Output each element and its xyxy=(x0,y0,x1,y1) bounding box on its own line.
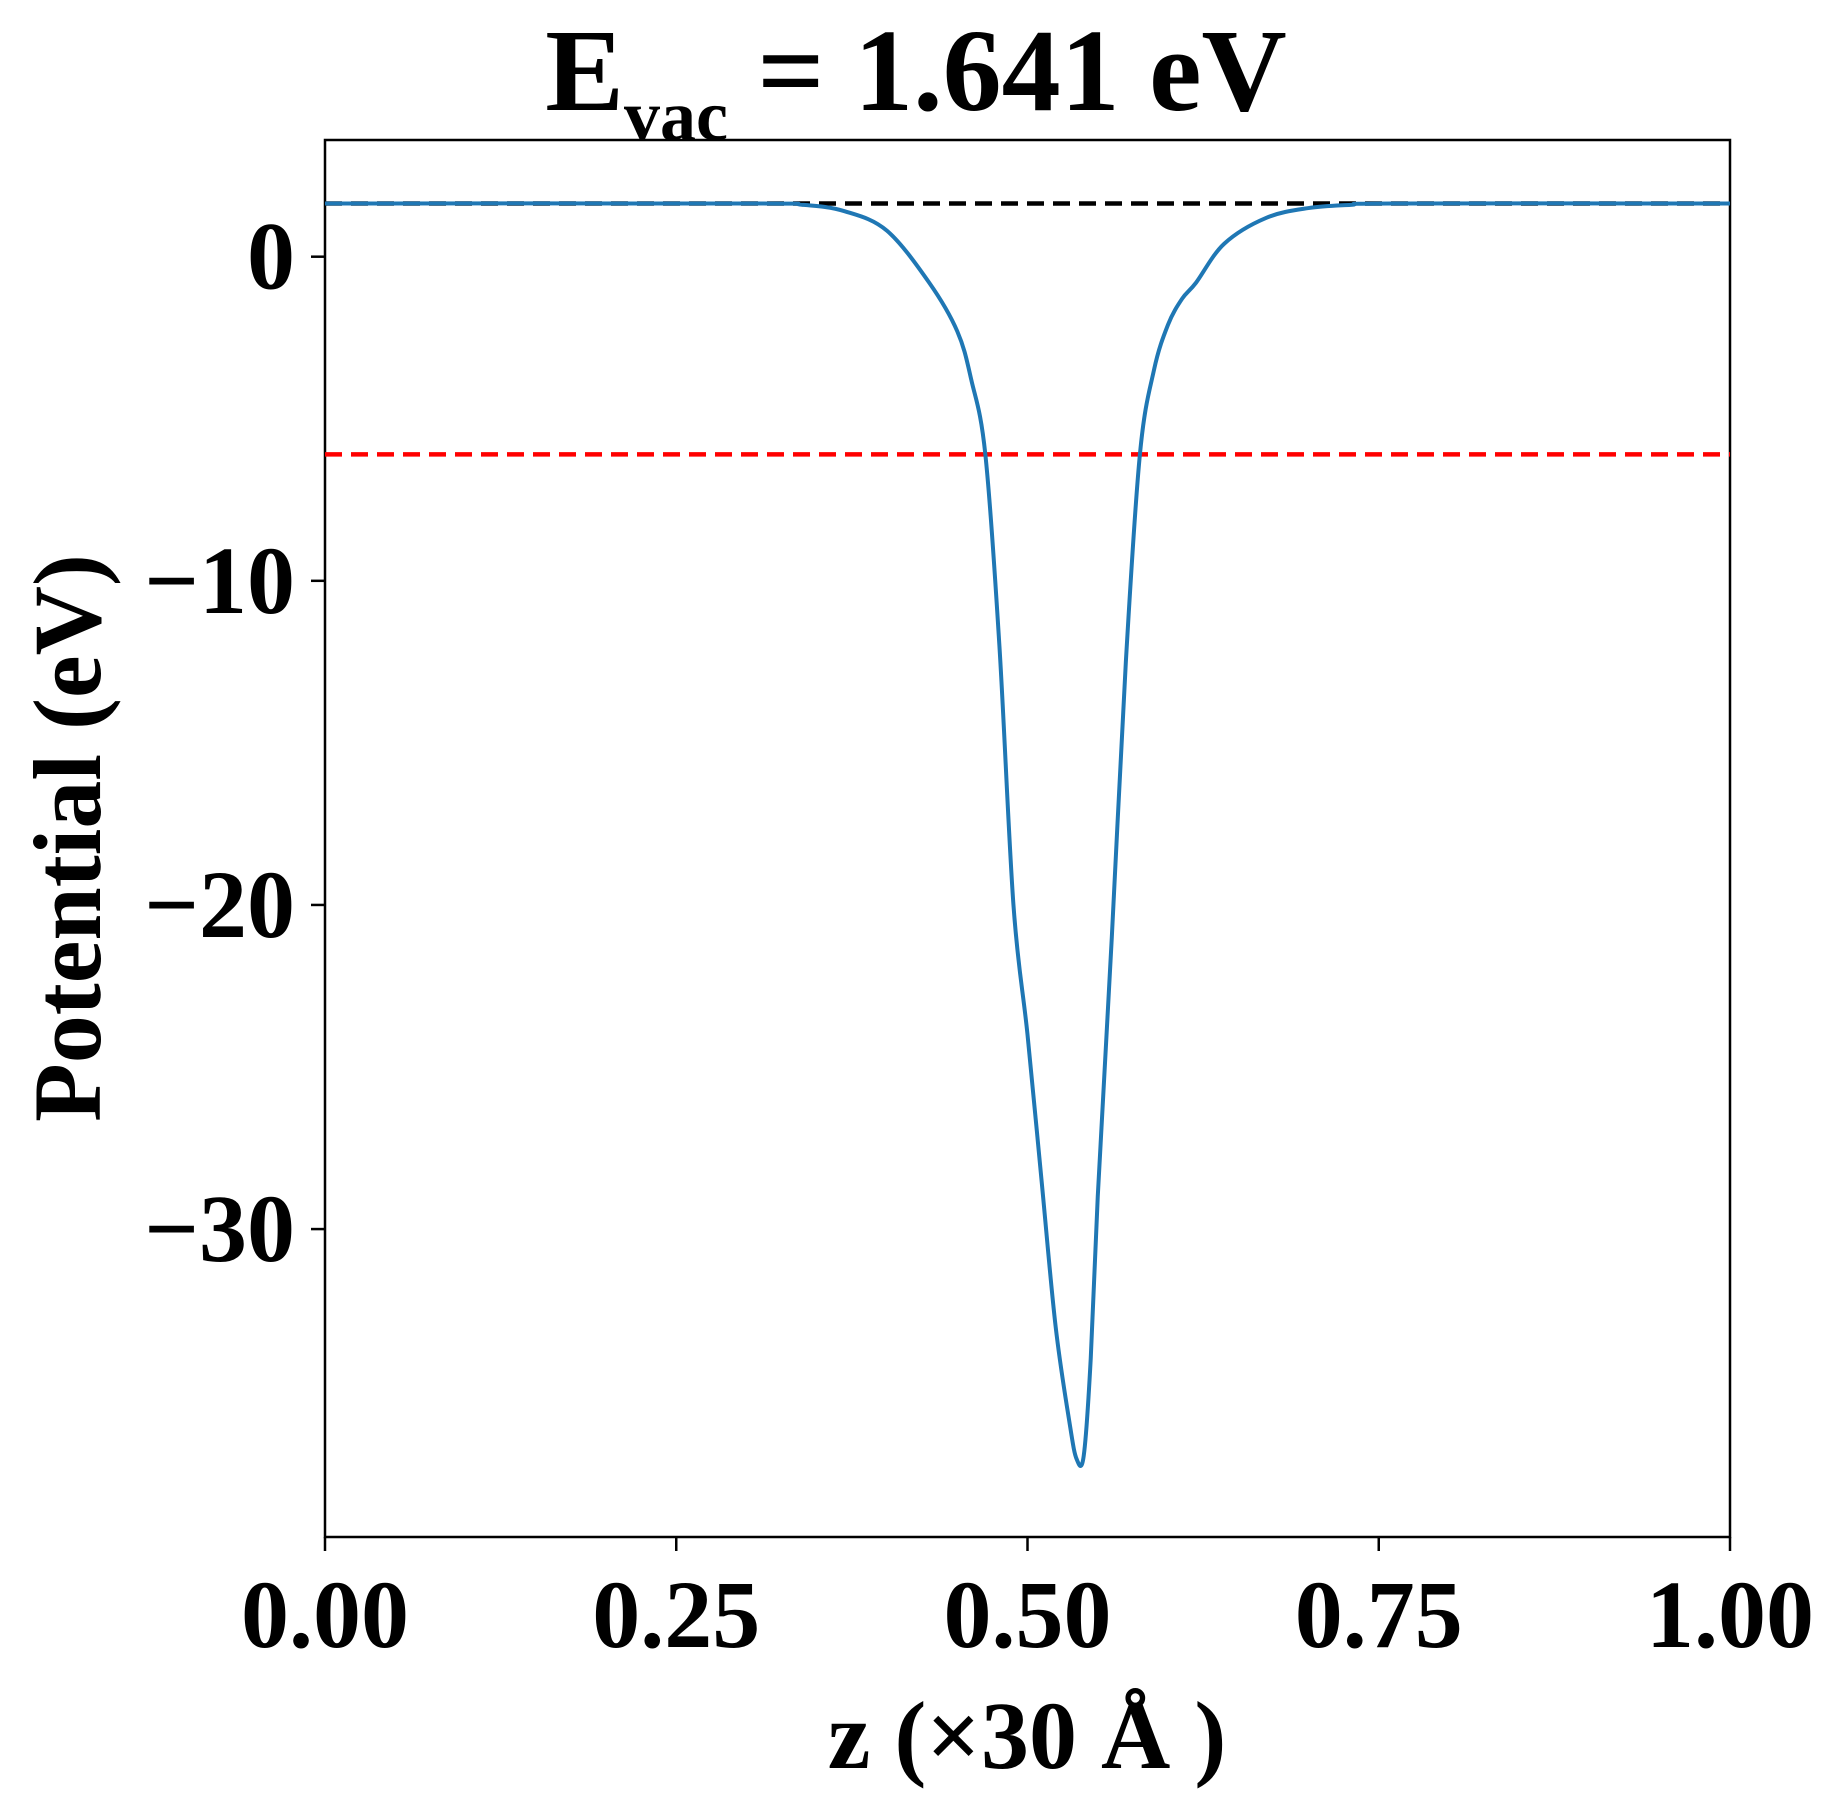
x-tick-label: 0.75 xyxy=(1295,1561,1463,1668)
y-tick-label: −20 xyxy=(144,851,295,958)
x-tick-label: 1.00 xyxy=(1646,1561,1814,1668)
x-axis-label: z (×30 Å ) xyxy=(828,1682,1227,1789)
series-line-0 xyxy=(324,201,1731,1468)
title-rest: = 1.641 eV xyxy=(728,5,1287,136)
chart-title: Evac = 1.641 eV xyxy=(545,5,1287,156)
y-tick-label: −30 xyxy=(144,1175,295,1282)
reference-lines xyxy=(325,201,1730,457)
x-tick-label: 0.50 xyxy=(944,1561,1112,1668)
title-main: E xyxy=(545,5,624,136)
x-tick-label: 0.00 xyxy=(241,1561,409,1668)
y-axis-ticks: 0 −10 −20 −30 xyxy=(144,203,325,1282)
x-axis-ticks: 0.00 0.25 0.50 0.75 1.00 xyxy=(241,1537,1814,1668)
series-layer xyxy=(324,201,1731,1468)
y-axis-label: Potential (eV) xyxy=(14,554,121,1122)
y-tick-label: −10 xyxy=(144,527,295,634)
plot-frame xyxy=(323,138,1732,1539)
y-tick-label: 0 xyxy=(247,203,295,310)
title-subscript: vac xyxy=(624,76,728,156)
x-tick-label: 0.25 xyxy=(592,1561,760,1668)
